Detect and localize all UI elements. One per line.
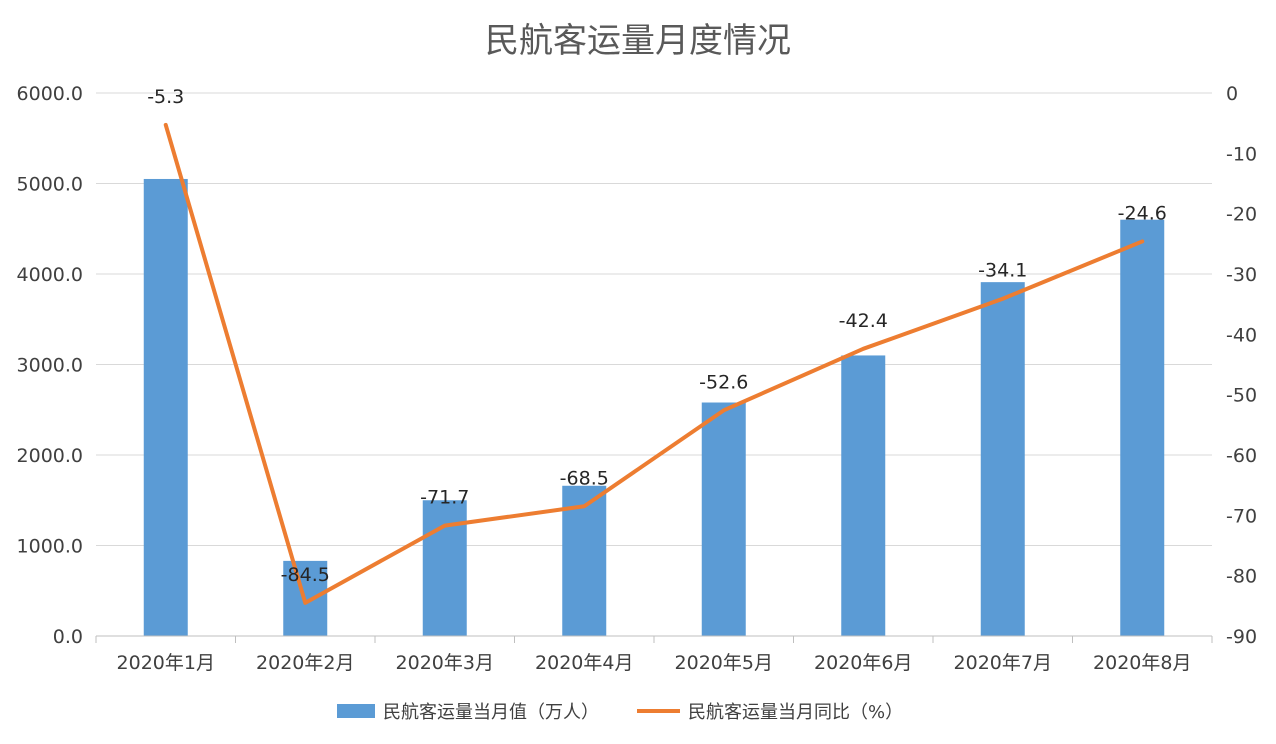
- line-data-label: -5.3: [147, 86, 184, 108]
- y-right-tick-label: -50: [1226, 385, 1257, 407]
- y-left-tick-label: 1000.0: [17, 536, 83, 558]
- x-axis: 2020年1月 2020年2月 2020年3月 2020年4月 2020年5月 2020年…: [95, 635, 1213, 674]
- bar: [980, 282, 1025, 636]
- line-data-label: -71.7: [420, 487, 469, 509]
- grid-lines: [96, 92, 1212, 546]
- legend-label-bar: 民航客运量当月值（万人）: [383, 702, 599, 723]
- y-right-tick-label: -60: [1226, 445, 1257, 467]
- bar: [143, 178, 188, 636]
- y-left-tick-label: 2000.0: [17, 445, 83, 467]
- y-left-tick-label: 4000.0: [17, 264, 83, 286]
- y-left-tick-label: 5000.0: [17, 174, 83, 196]
- bar-series: [143, 178, 1165, 636]
- y-right-tick-label: -20: [1226, 204, 1257, 226]
- y-right-tick-label: 0: [1226, 83, 1238, 105]
- line-data-label: -52.6: [699, 371, 748, 393]
- legend-label-line: 民航客运量当月同比（%）: [688, 702, 903, 723]
- y-left-tick-label: 6000.0: [17, 83, 83, 105]
- x-tick-label: 2020年5月: [675, 652, 773, 674]
- bar: [562, 485, 607, 636]
- bar: [701, 402, 746, 636]
- y-right-tick-label: -90: [1226, 626, 1257, 648]
- y-right-tick-label: -10: [1226, 143, 1257, 165]
- bar: [422, 500, 467, 636]
- x-tick-label: 2020年7月: [954, 652, 1052, 674]
- line-path: [163, 122, 1145, 605]
- bar: [1120, 219, 1165, 636]
- y-axis-right: -90 -80 -70 -60 -50 -40 -30 -20 -10 0: [1226, 83, 1257, 648]
- x-tick-label: 2020年2月: [256, 652, 354, 674]
- line-data-label: -24.6: [1118, 202, 1167, 224]
- line-series: [163, 122, 1145, 605]
- line-data-label: -34.1: [978, 260, 1027, 282]
- x-tick-label: 2020年1月: [117, 652, 215, 674]
- line-data-label: -84.5: [281, 564, 330, 586]
- y-right-tick-label: -80: [1226, 566, 1257, 588]
- line-data-labels: -5.3 -84.5 -71.7 -68.5 -52.6 -42.4 -34.1 -24.6: [147, 86, 1167, 586]
- x-tick-label: 2020年6月: [814, 652, 912, 674]
- y-right-tick-label: -30: [1226, 264, 1257, 286]
- y-left-tick-label: 3000.0: [17, 355, 83, 377]
- bar: [841, 355, 886, 636]
- y-right-tick-label: -40: [1226, 324, 1257, 346]
- line-data-label: -68.5: [560, 467, 609, 489]
- y-axis-left: 0.0 1000.0 2000.0 3000.0 4000.0 5000.0 6000.0: [17, 83, 83, 648]
- chart-title: 民航客运量月度情况: [485, 21, 791, 61]
- x-tick-label: 2020年8月: [1093, 652, 1191, 674]
- y-right-tick-label: -70: [1226, 505, 1257, 527]
- y-left-tick-label: 0.0: [53, 626, 83, 648]
- legend: 民航客运量当月值（万人） 民航客运量当月同比（%）: [337, 702, 903, 723]
- line-data-label: -42.4: [839, 310, 888, 332]
- x-tick-label: 2020年4月: [535, 652, 633, 674]
- x-tick-label: 2020年3月: [396, 652, 494, 674]
- legend-swatch-bar: [337, 704, 375, 718]
